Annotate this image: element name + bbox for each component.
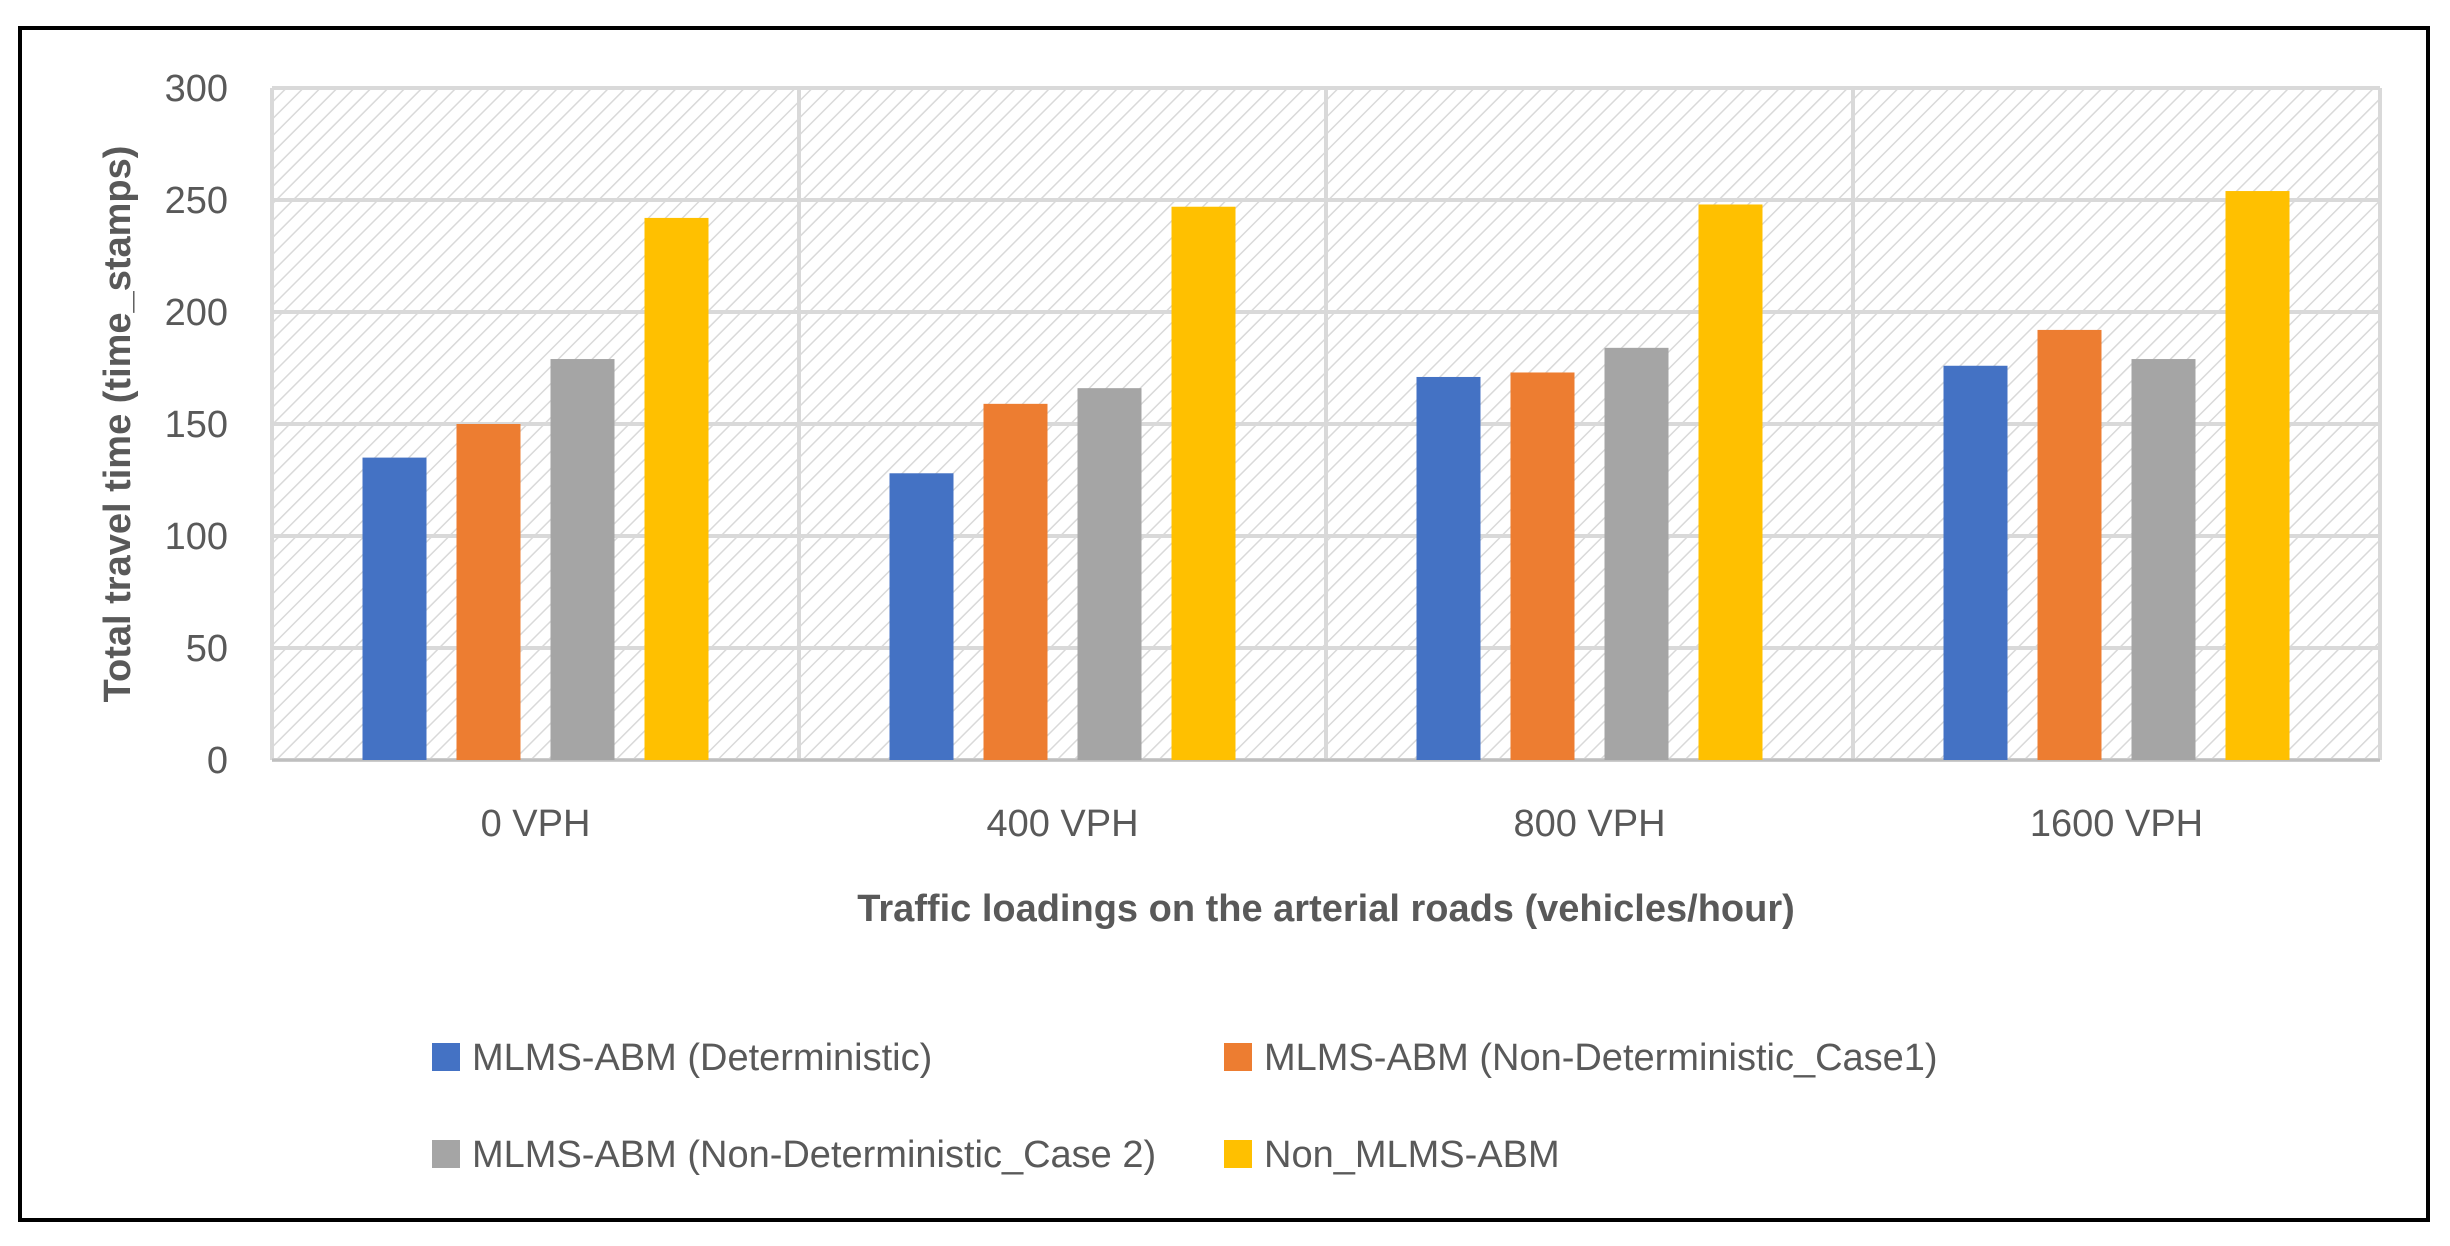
y-tick-label: 200 [165, 292, 228, 334]
legend-swatch [1224, 1140, 1252, 1168]
bar [1698, 204, 1763, 761]
y-tick-label: 0 [207, 740, 228, 782]
bar [550, 359, 615, 760]
y-tick-label: 250 [165, 180, 228, 222]
x-tick-label: 800 VPH [1513, 803, 1665, 845]
legend-label: MLMS-ABM (Deterministic) [472, 1037, 932, 1079]
legend-swatch [432, 1140, 460, 1168]
y-tick-label: 300 [165, 68, 228, 110]
bar [1077, 388, 1142, 760]
x-tick-label: 400 VPH [986, 803, 1138, 845]
x-axis-title: Traffic loadings on the arterial roads (… [857, 888, 1795, 930]
bar [983, 403, 1048, 760]
x-tick-labels: 0 VPH 400 VPH 800 VPH 1600 VPH [481, 803, 2204, 845]
bar [362, 457, 427, 760]
y-tick-labels: 0 50 100 150 200 250 300 [165, 68, 228, 782]
bar [1416, 376, 1481, 760]
legend-label: MLMS-ABM (Non-Deterministic_Case1) [1264, 1037, 1938, 1079]
legend: MLMS-ABM (Deterministic) MLMS-ABM (Non-De… [432, 1037, 1938, 1176]
bar [1943, 365, 2008, 760]
bar [2131, 359, 2196, 760]
y-tick-label: 150 [165, 404, 228, 446]
legend-swatch [432, 1043, 460, 1071]
x-tick-label: 1600 VPH [2030, 803, 2203, 845]
gridlines [270, 86, 2382, 762]
legend-swatch [1224, 1043, 1252, 1071]
bar [456, 424, 521, 760]
y-tick-label: 50 [186, 628, 228, 670]
bar [2037, 329, 2102, 760]
legend-label: MLMS-ABM (Non-Deterministic_Case 2) [472, 1134, 1156, 1176]
legend-label: Non_MLMS-ABM [1264, 1134, 1560, 1176]
bar [1604, 347, 1669, 760]
bar [1510, 372, 1575, 760]
x-tick-label: 0 VPH [481, 803, 591, 845]
bar [2225, 191, 2290, 761]
bar [889, 473, 954, 760]
bars [362, 191, 2290, 761]
y-axis-title: Total travel time (time_stamps) [97, 146, 139, 703]
bar [1171, 206, 1236, 761]
y-tick-label: 100 [165, 516, 228, 558]
bar [644, 217, 709, 761]
